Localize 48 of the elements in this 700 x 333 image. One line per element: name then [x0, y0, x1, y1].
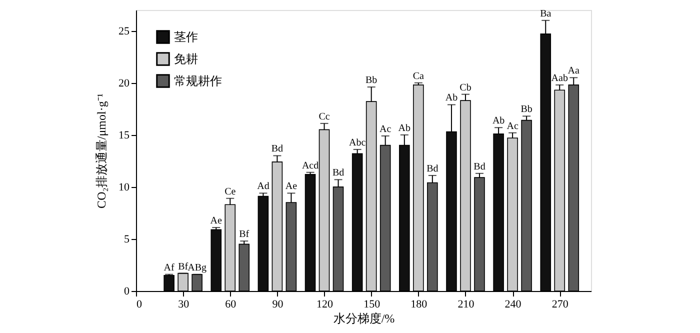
y-axis-title: CO₂排放通量/μmol·g⁻¹ [94, 93, 108, 208]
data-label: Ab [492, 116, 505, 127]
data-label: Ae [210, 216, 223, 227]
data-label: Ac [506, 120, 519, 132]
data-label: Ce [224, 186, 236, 198]
data-label: Cc [318, 111, 330, 122]
data-label: Bb [366, 75, 378, 86]
x-tick-label: 0 [136, 298, 142, 310]
y-tick-label: 20 [118, 77, 130, 90]
x-tick-label: 30 [178, 298, 190, 310]
x-tick-label: 180 [410, 298, 428, 310]
data-label: Ab [398, 122, 411, 134]
x-axis-title: 水分梯度/% [333, 312, 395, 326]
legend-label: 常规耕作 [174, 74, 222, 88]
data-label: Ae [285, 181, 298, 192]
data-label: Abc [349, 137, 366, 148]
data-label: Bb [520, 104, 532, 116]
data-label: Acd [302, 160, 319, 172]
x-tick-label: 60 [225, 298, 237, 310]
data-label: Aab [551, 72, 568, 84]
x-tick-label: 270 [552, 298, 569, 310]
data-label: Ab [445, 92, 458, 104]
y-tick-label: 10 [118, 181, 130, 194]
data-label: Cb [460, 82, 472, 94]
data-label: Bd [271, 144, 284, 155]
y-tick-label: 5 [124, 233, 130, 246]
x-tick-label: 150 [364, 298, 381, 310]
y-tick-label: 25 [118, 25, 130, 38]
data-label: Bf [239, 229, 250, 240]
data-label: Aa [568, 66, 580, 77]
data-label: ABg [188, 262, 207, 274]
x-tick-label: 240 [504, 298, 522, 310]
data-label: Ca [412, 70, 425, 82]
data-label: Ba [540, 8, 552, 20]
data-label: Bd [474, 161, 486, 172]
legend-label: 免耕 [174, 52, 198, 66]
x-tick-label: 210 [458, 298, 475, 310]
data-label: Bd [332, 168, 344, 179]
legend-label: 茎作 [174, 30, 198, 44]
data-label: Bd [426, 163, 438, 174]
data-label: Ad [257, 181, 270, 192]
data-label: Af [164, 262, 176, 274]
data-label: Bf [178, 261, 189, 272]
y-tick-label: 0 [124, 286, 130, 298]
y-tick-label: 15 [118, 129, 130, 142]
data-label: Ac [380, 124, 392, 135]
x-tick-label: 120 [316, 298, 334, 310]
x-tick-label: 90 [272, 298, 284, 310]
